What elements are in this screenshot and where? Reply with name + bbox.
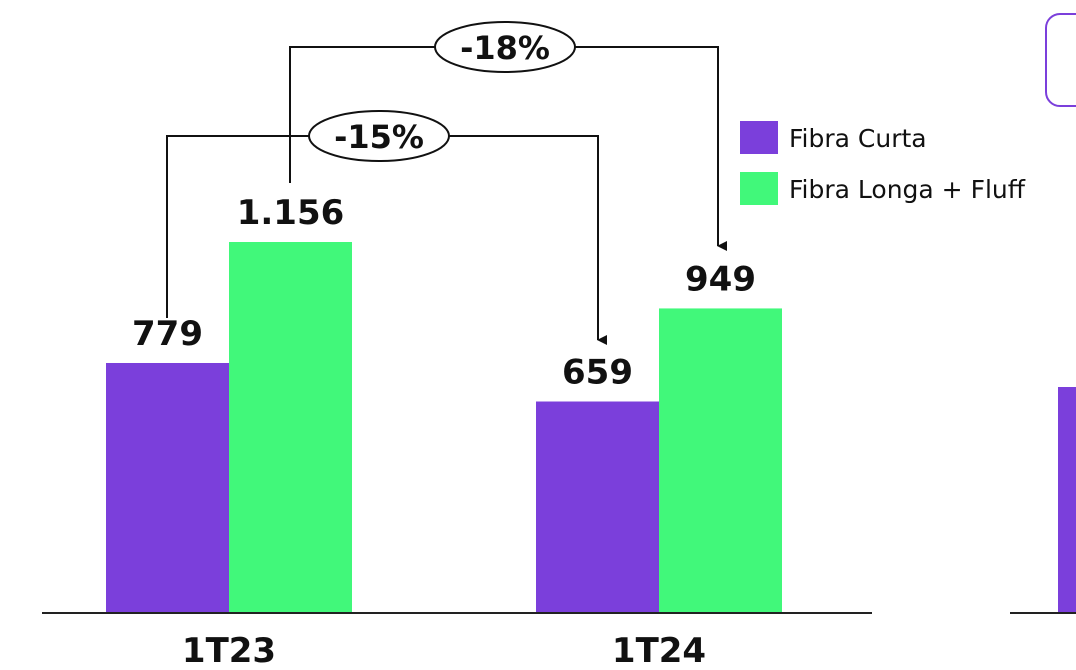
change-badge [308, 110, 450, 162]
data-label: 1.156 [237, 193, 345, 233]
change-label-series1: -15% [334, 118, 424, 156]
legend-label-series1: Fibra Curta [789, 124, 927, 153]
x-tick-label: 1T23 [182, 631, 276, 670]
cropped-frame [1045, 13, 1076, 107]
change-badge [434, 21, 576, 73]
bar-series1 [536, 401, 659, 613]
bar-series2 [659, 308, 782, 613]
data-label: 949 [685, 259, 756, 299]
bars-group [106, 242, 782, 613]
value-labels-group: 779 1.156 659 949 [132, 193, 756, 393]
legend: Fibra Curta Fibra Longa + Fluff [740, 121, 1026, 205]
data-label: 659 [562, 353, 633, 393]
legend-swatch-series2 [740, 172, 778, 205]
x-tick-label: 1T24 [612, 631, 706, 670]
cropped-bar [1058, 387, 1076, 613]
data-label: 779 [132, 314, 203, 354]
legend-swatch-series1 [740, 121, 778, 154]
bar-series2 [229, 242, 352, 613]
bar-series1 [106, 362, 229, 613]
legend-label-series2: Fibra Longa + Fluff [789, 175, 1026, 204]
change-label-series2: -18% [460, 29, 550, 67]
